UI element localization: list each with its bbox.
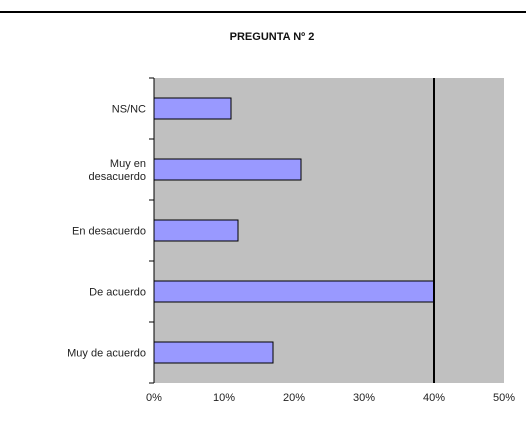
y-axis-ticks: [149, 77, 154, 384]
bar-1: [153, 158, 302, 181]
x-tick-labels: 0% 10% 20% 30% 40% 50%: [146, 392, 515, 404]
x-tick-label: 30%: [353, 392, 375, 404]
top-rule: [0, 11, 526, 13]
x-tick-label: 40%: [423, 392, 445, 404]
bars: [153, 97, 435, 364]
x-tick-label: 20%: [283, 392, 305, 404]
category-label-4: Muy de acuerdo: [67, 348, 146, 360]
category-label-2: En desacuerdo: [72, 226, 146, 238]
bar-0: [153, 97, 232, 120]
chart-frame: PREGUNTA Nº 2 NS/NC Muy en desacuerdo En de…: [16, 16, 526, 420]
category-label-3: De acuerdo: [89, 287, 146, 299]
bar-2: [153, 219, 239, 242]
x-tick-label: 10%: [213, 392, 235, 404]
category-label-0: NS/NC: [112, 104, 146, 116]
x-tick-label: 0%: [146, 392, 162, 404]
category-label-1: desacuerdo: [89, 171, 147, 183]
category-label-1: Muy en: [110, 158, 146, 170]
chart-title: PREGUNTA Nº 2: [230, 31, 315, 43]
x-tick-label: 50%: [493, 392, 515, 404]
bar-4: [153, 341, 274, 364]
bar-3: [153, 280, 435, 303]
